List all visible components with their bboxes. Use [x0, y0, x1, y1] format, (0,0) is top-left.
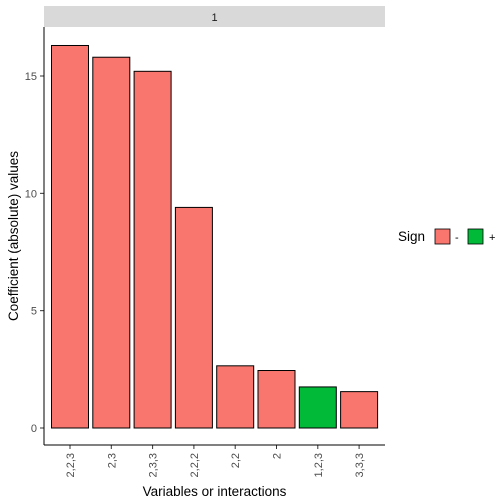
bar-5 [216, 365, 255, 429]
bar-7 [298, 386, 337, 429]
facet-label: 1 [211, 12, 217, 24]
x-tick-label: 2,2 [230, 453, 242, 468]
y-tick-label: 15 [25, 71, 37, 83]
x-axis-title: Variables or interactions [143, 484, 287, 499]
legend-label-minus: - [455, 232, 459, 244]
y-tick-label: 10 [25, 188, 37, 200]
y-tick-label: 0 [31, 423, 37, 435]
bars-group [51, 44, 379, 429]
x-tick-label: 2,2,3 [65, 453, 77, 477]
x-tick-label: 2,2,2 [189, 453, 201, 477]
x-tick-label: 1,2,3 [313, 453, 325, 477]
legend: Sign - + [398, 228, 495, 245]
y-axis-title: Coefficient (absolute) values [6, 151, 21, 321]
bar-3 [133, 70, 172, 429]
y-axis-ticks: 0 5 10 15 [25, 71, 44, 435]
bar-8 [340, 391, 379, 429]
bar-4 [174, 206, 213, 429]
bar-6 [257, 370, 296, 429]
legend-title: Sign [398, 229, 425, 244]
bar-1 [51, 44, 89, 429]
y-tick-label: 5 [31, 306, 37, 318]
legend-swatch-minus [434, 228, 451, 245]
x-axis-ticks: 2,2,3 2,3 2,3,3 2,2,2 2,2 2 1,2,3 3,3,3 [65, 445, 366, 477]
facet-strip [44, 6, 385, 27]
bar-2 [92, 56, 131, 429]
x-tick-label: 2,3 [106, 453, 118, 468]
legend-label-plus: + [489, 232, 495, 244]
x-tick-label: 3,3,3 [354, 453, 366, 477]
x-tick-label: 2,3,3 [148, 453, 160, 477]
legend-swatch-plus [467, 228, 484, 245]
x-tick-label: 2 [272, 453, 284, 459]
